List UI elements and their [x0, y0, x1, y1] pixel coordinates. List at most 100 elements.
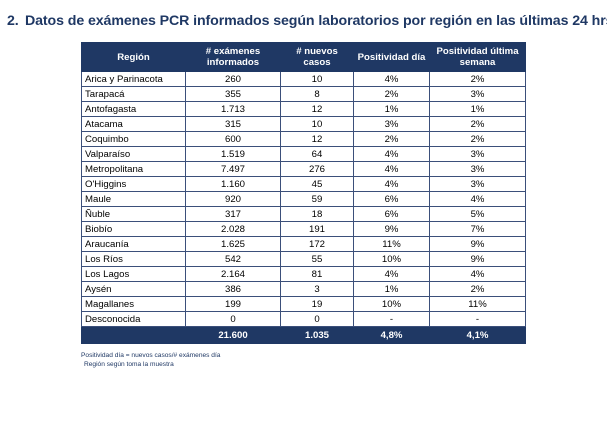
cell-cases: 8 [280, 86, 354, 102]
cell-cases: 59 [280, 191, 354, 207]
cell-cases: 276 [280, 161, 354, 177]
table-row: O'Higgins 1.160 45 4% 3% [81, 176, 526, 192]
cell-exams: 386 [185, 281, 281, 297]
cell-positivity-day: 10% [353, 296, 430, 312]
cell-exams: 920 [185, 191, 281, 207]
cell-positivity-day: 4% [353, 176, 430, 192]
totals-row: 21.600 1.035 4,8% 4,1% [81, 326, 526, 344]
cell-cases: 10 [280, 71, 354, 87]
pcr-results-table: Región # exámenes informados # nuevos ca… [81, 42, 526, 344]
cell-positivity-day: 6% [353, 191, 430, 207]
cell-positivity-day: 4% [353, 161, 430, 177]
cell-region: Los Ríos [81, 251, 186, 267]
cell-positivity-day: 4% [353, 146, 430, 162]
section-heading: 2. Datos de exámenes PCR informados según… [7, 13, 607, 29]
cell-positivity-week: 9% [429, 251, 526, 267]
cell-exams: 315 [185, 116, 281, 132]
cell-region: Antofagasta [81, 101, 186, 117]
cell-cases: 18 [280, 206, 354, 222]
cell-exams: 0 [185, 311, 281, 327]
cell-exams: 355 [185, 86, 281, 102]
cell-cases: 10 [280, 116, 354, 132]
cell-positivity-day: 4% [353, 71, 430, 87]
total-positivity-week: 4,1% [429, 326, 526, 344]
cell-positivity-week: 5% [429, 206, 526, 222]
section-title: Datos de exámenes PCR informados según l… [25, 13, 607, 29]
cell-cases: 3 [280, 281, 354, 297]
total-cases: 1.035 [280, 326, 354, 344]
section-number: 2. [7, 13, 19, 29]
table-row: Desconocida 0 0- - [81, 311, 526, 327]
cell-positivity-day: 1% [353, 101, 430, 117]
cell-positivity-week: 9% [429, 236, 526, 252]
cell-positivity-day: 4% [353, 266, 430, 282]
cell-positivity-week: 7% [429, 221, 526, 237]
cell-exams: 7.497 [185, 161, 281, 177]
cell-cases: 19 [280, 296, 354, 312]
cell-region: Los Lagos [81, 266, 186, 282]
cell-positivity-day: 11% [353, 236, 430, 252]
cell-positivity-day: 3% [353, 116, 430, 132]
table-row: Valparaíso 1.519 64 4% 3% [81, 146, 526, 162]
cell-region: Aysén [81, 281, 186, 297]
table-row: Los Lagos 2.164 81 4% 4% [81, 266, 526, 282]
cell-region: Atacama [81, 116, 186, 132]
cell-positivity-week: 11% [429, 296, 526, 312]
cell-positivity-week: - [429, 311, 526, 327]
table-row: Atacama 315 10 3% 2% [81, 116, 526, 132]
table-header-row: Región # exámenes informados # nuevos ca… [81, 42, 526, 72]
table-row: Biobío 2.028 191 9% 7% [81, 221, 526, 237]
column-header-region: Región [81, 42, 186, 72]
cell-region: Biobío [81, 221, 186, 237]
cell-region: Valparaíso [81, 146, 186, 162]
cell-region: Ñuble [81, 206, 186, 222]
cell-exams: 1.519 [185, 146, 281, 162]
cell-positivity-day: 2% [353, 86, 430, 102]
column-header-positivity-week: Positividad última semana [429, 42, 526, 72]
cell-exams: 1.625 [185, 236, 281, 252]
total-region-cell [81, 326, 186, 344]
cell-exams: 260 [185, 71, 281, 87]
cell-exams: 2.028 [185, 221, 281, 237]
cell-exams: 2.164 [185, 266, 281, 282]
cell-cases: 0 [280, 311, 354, 327]
table-body: Arica y Parinacota 260 10 4% 2% Tarapacá 355 8… [81, 71, 526, 327]
cell-positivity-day: 10% [353, 251, 430, 267]
cell-cases: 172 [280, 236, 354, 252]
total-positivity-day: 4,8% [353, 326, 430, 344]
cell-positivity-week: 3% [429, 161, 526, 177]
cell-exams: 1.160 [185, 176, 281, 192]
cell-region: Coquimbo [81, 131, 186, 147]
cell-region: Metropolitana [81, 161, 186, 177]
cell-positivity-day: 1% [353, 281, 430, 297]
table-row: Los Ríos 542 55 10% 9% [81, 251, 526, 267]
cell-cases: 81 [280, 266, 354, 282]
cell-positivity-day: 6% [353, 206, 430, 222]
cell-region: Araucanía [81, 236, 186, 252]
cell-cases: 55 [280, 251, 354, 267]
table-row: Ñuble 317 18 6% 5% [81, 206, 526, 222]
column-header-cases: # nuevos casos [280, 42, 354, 72]
table-row: Arica y Parinacota 260 10 4% 2% [81, 71, 526, 87]
cell-positivity-day: 9% [353, 221, 430, 237]
cell-cases: 191 [280, 221, 354, 237]
cell-cases: 45 [280, 176, 354, 192]
cell-positivity-week: 2% [429, 131, 526, 147]
cell-exams: 317 [185, 206, 281, 222]
cell-positivity-week: 2% [429, 116, 526, 132]
cell-region: O'Higgins [81, 176, 186, 192]
column-header-positivity-day: Positividad día [353, 42, 430, 72]
cell-positivity-week: 3% [429, 86, 526, 102]
total-exams: 21.600 [185, 326, 281, 344]
cell-positivity-week: 2% [429, 71, 526, 87]
table-row: Tarapacá 355 8 2% 3% [81, 86, 526, 102]
cell-positivity-day: - [353, 311, 430, 327]
cell-positivity-week: 4% [429, 266, 526, 282]
cell-region: Magallanes [81, 296, 186, 312]
cell-exams: 1.713 [185, 101, 281, 117]
column-header-exams: # exámenes informados [185, 42, 281, 72]
cell-region: Maule [81, 191, 186, 207]
table-row: Antofagasta 1.713 12 1% 1% [81, 101, 526, 117]
cell-cases: 12 [280, 101, 354, 117]
cell-positivity-week: 4% [429, 191, 526, 207]
